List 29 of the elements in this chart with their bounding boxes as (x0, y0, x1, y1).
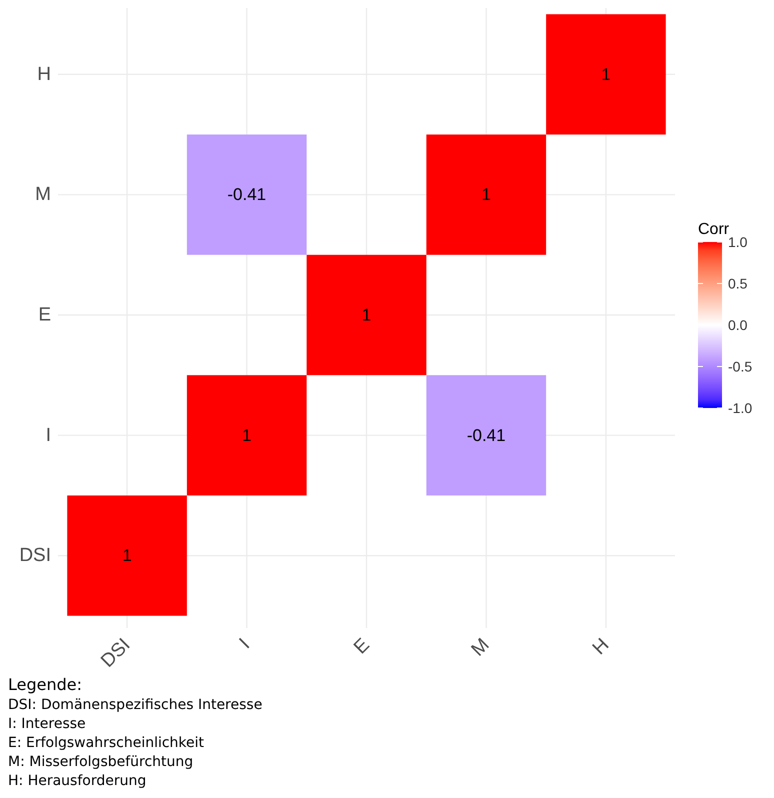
text: H: Herausforderung (8, 773, 146, 789)
text: DSI: Domänenspezifisches Interesse (8, 697, 262, 713)
color-bar-label: 1.0 (728, 234, 748, 250)
text: E: Erfolgswahrscheinlichkeit (8, 735, 205, 751)
color-bar-label: 0.5 (728, 276, 748, 292)
x-tick-label: M (468, 634, 494, 661)
data-label: -0.41 (227, 185, 266, 204)
color-bar-label: -0.5 (728, 358, 752, 374)
x-tick-label: H (588, 634, 614, 660)
text: I: Interesse (8, 716, 86, 732)
data-label: 1 (362, 306, 372, 324)
color-bar-label: -1.0 (728, 400, 752, 416)
y-tick-label: DSI (19, 545, 51, 566)
x-tick-label: DSI (97, 634, 134, 672)
legend-title: Corr (698, 221, 730, 238)
text: M: Misserfolgsbefürchtung (8, 754, 194, 770)
color-bar-label: 0.0 (728, 317, 748, 333)
y-tick-label: M (35, 184, 51, 206)
y-tick-label: H (37, 64, 51, 85)
data-label: 1 (122, 546, 132, 566)
data-label: -0.41 (466, 426, 506, 445)
text: Legende: (8, 675, 82, 694)
data-label: 1 (601, 64, 611, 84)
data-label: 1 (242, 426, 252, 445)
y-tick-label: I (46, 424, 51, 446)
x-tick-label: I (236, 634, 254, 654)
y-tick-label: E (38, 304, 51, 326)
data-label: 1 (481, 185, 491, 204)
x-tick-label: E (350, 634, 374, 658)
